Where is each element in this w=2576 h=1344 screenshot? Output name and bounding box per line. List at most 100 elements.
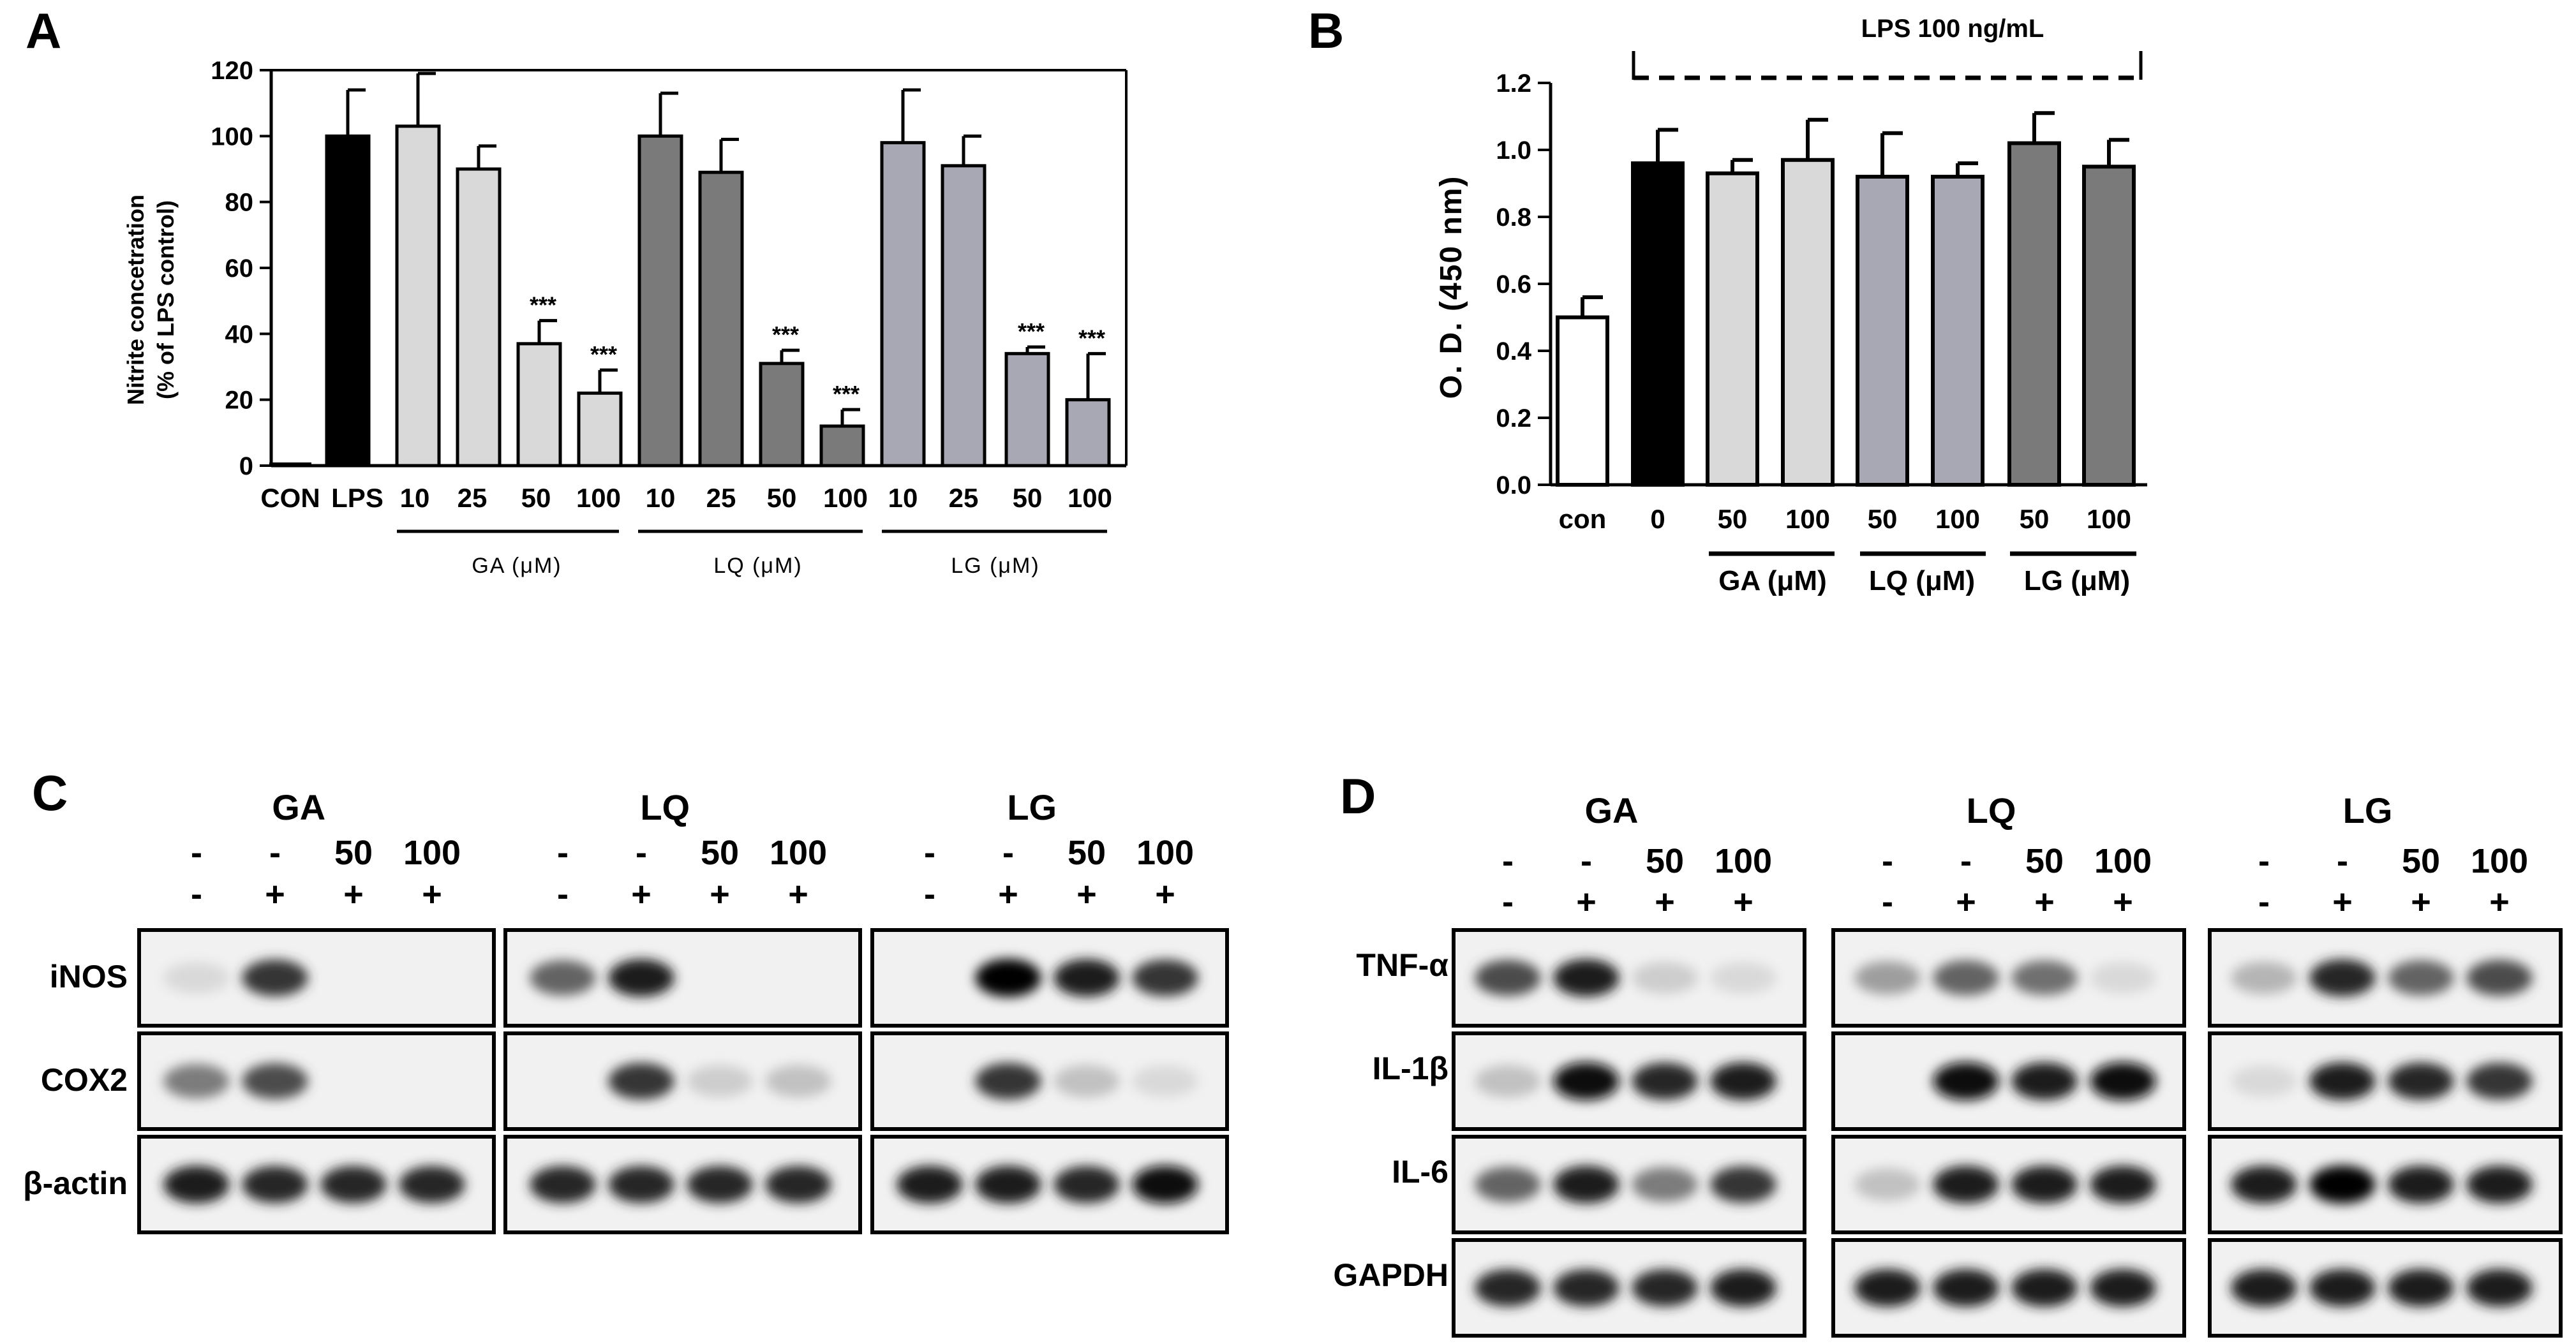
blot-c-lps-label: - xyxy=(924,875,935,913)
blot-d-lps-label: + xyxy=(2332,883,2353,921)
chart-a-bar xyxy=(759,362,805,468)
chart-b-group-label: GA (μM) xyxy=(1718,565,1826,596)
chart-a-bar xyxy=(698,170,744,468)
blot-d-row-label: IL-6 xyxy=(1392,1154,1448,1190)
blot-d-band xyxy=(1710,1166,1776,1203)
blot-c-band xyxy=(765,1065,831,1098)
chart-a-x-tick-label: 50 xyxy=(521,483,551,513)
chart-b-x-tick-label: 100 xyxy=(1935,504,1980,534)
blot-d-band xyxy=(1933,1165,1999,1204)
blot-c-band xyxy=(1053,959,1120,997)
blot-c-lps-label: + xyxy=(631,875,651,913)
blot-c-band xyxy=(608,1063,674,1100)
blot-d-band xyxy=(2388,1269,2454,1307)
chart-a-significance: *** xyxy=(772,321,799,348)
chart-b-group-label: LQ (μM) xyxy=(1869,565,1975,596)
blot-d-band xyxy=(2466,959,2533,996)
blot-c-band xyxy=(163,962,230,994)
chart-a-ylabel-line1: Nitrite concetration xyxy=(123,195,149,405)
blot-c-dose-label: 100 xyxy=(1136,834,1194,872)
blot-d-dose-label: 100 xyxy=(2471,842,2528,880)
blot-d-dose-label: - xyxy=(1882,842,1893,880)
blot-d-band xyxy=(1475,1065,1541,1098)
chart-a-x-tick-label: CON xyxy=(260,483,320,513)
blot-d-band xyxy=(1933,1062,1999,1100)
blot-d-band xyxy=(1475,1167,1541,1202)
blot-d-band xyxy=(2231,961,2297,994)
blot-d-band xyxy=(2466,1165,2533,1204)
chart-b-bar xyxy=(2007,141,2061,487)
blot-c-dose-label: - xyxy=(924,834,935,872)
chart-a-bar xyxy=(1065,398,1111,468)
blot-d-band xyxy=(1933,1269,1999,1307)
blot-d-band xyxy=(2309,1062,2376,1100)
blot-d-band xyxy=(2011,960,2078,996)
chart-a-x-tick-label: 25 xyxy=(706,483,736,513)
blot-d-band xyxy=(1553,1062,1619,1100)
blot-c-row-label: COX2 xyxy=(41,1062,128,1098)
blot-d-lps-label: + xyxy=(2113,883,2133,921)
blot-d-lps-label: + xyxy=(2489,883,2510,921)
chart-a-bar xyxy=(325,134,371,468)
blot-d-dose-label: 100 xyxy=(1715,842,1772,880)
blot-c-dose-label: - xyxy=(191,834,202,872)
panel-label-d: D xyxy=(1340,768,1376,824)
blot-d-band xyxy=(1933,960,1999,996)
chart-b-bar xyxy=(2082,165,2136,487)
blot-d-dose-label: 50 xyxy=(1646,842,1684,880)
chart-b-y-tick-label: 0.4 xyxy=(1496,337,1531,366)
panel-label-a: A xyxy=(26,3,61,59)
chart-a-y-tick-label: 0 xyxy=(239,452,253,480)
blot-c-dose-label: 50 xyxy=(701,834,739,872)
blot-c-lps-label: + xyxy=(710,875,730,913)
chart-a-x-tick-label: 100 xyxy=(823,483,868,513)
chart-a-bar xyxy=(880,141,926,468)
blot-d-dose-label: 50 xyxy=(2402,842,2440,880)
chart-a-bar xyxy=(516,342,562,468)
chart-a-y-tick-label: 40 xyxy=(225,320,254,348)
chart-b-x-tick-label: con xyxy=(1559,504,1607,534)
blot-c-band xyxy=(399,1165,465,1204)
blot-c-band xyxy=(1132,1165,1198,1204)
blot-d-band xyxy=(2309,1269,2376,1307)
blot-c-lps-label: + xyxy=(1076,875,1097,913)
blot-d-band xyxy=(2388,1165,2454,1204)
chart-b-x-tick-label: 50 xyxy=(1718,504,1748,534)
blot-d-band xyxy=(1475,959,1541,996)
western-blot-d: GA---+50+100+LQ---+50+100+LG---+50+100+T… xyxy=(1333,790,2563,1338)
chart-b-y-tick-label: 1.0 xyxy=(1496,137,1531,165)
blot-d-band xyxy=(2231,1065,2297,1097)
blot-c-row-label: β-actin xyxy=(23,1165,128,1201)
chart-a-x-tick-label: 25 xyxy=(458,483,488,513)
chart-b-y-tick-label: 1.2 xyxy=(1496,70,1531,98)
chart-a-bar xyxy=(456,167,502,468)
western-blot-c: GA---+50+100+LQ---+50+100+LG---+50+100+i… xyxy=(23,787,1229,1234)
blot-d-band xyxy=(1854,1269,1921,1307)
chart-a-x-tick-label: LPS xyxy=(331,483,383,513)
chart-b-x-tick-label: 50 xyxy=(2020,504,2050,534)
chart-a-x-tick-label: 50 xyxy=(1013,483,1043,513)
chart-a-x-tick-label: 100 xyxy=(576,483,621,513)
chart-a-y-tick-label: 80 xyxy=(225,189,254,217)
blot-d-group-title: LG xyxy=(2343,790,2393,831)
panel-label-b: B xyxy=(1308,3,1344,59)
blot-d-band xyxy=(2231,1165,2297,1204)
blot-d-band xyxy=(1632,962,1698,994)
chart-b-bar xyxy=(1556,315,1609,487)
blot-d-band xyxy=(1553,1269,1619,1307)
blot-c-band xyxy=(687,1165,753,1204)
blot-d-group-title: GA xyxy=(1585,790,1639,831)
blot-c-band xyxy=(530,1165,596,1204)
blot-d-band xyxy=(1854,1168,1921,1201)
blot-d-lps-label: - xyxy=(1882,883,1893,921)
chart-b-bar xyxy=(1631,161,1685,487)
chart-b-x-tick-label: 100 xyxy=(1785,504,1830,534)
blot-d-band xyxy=(2388,1062,2454,1100)
blot-d-band xyxy=(2309,1165,2376,1204)
blot-d-band xyxy=(2388,960,2454,996)
chart-b-lps-label: LPS 100 ng/mL xyxy=(1861,15,2044,43)
chart-a-y-tick-label: 20 xyxy=(225,387,254,415)
blot-d-band xyxy=(1475,1269,1541,1307)
blot-c-band xyxy=(975,959,1041,997)
